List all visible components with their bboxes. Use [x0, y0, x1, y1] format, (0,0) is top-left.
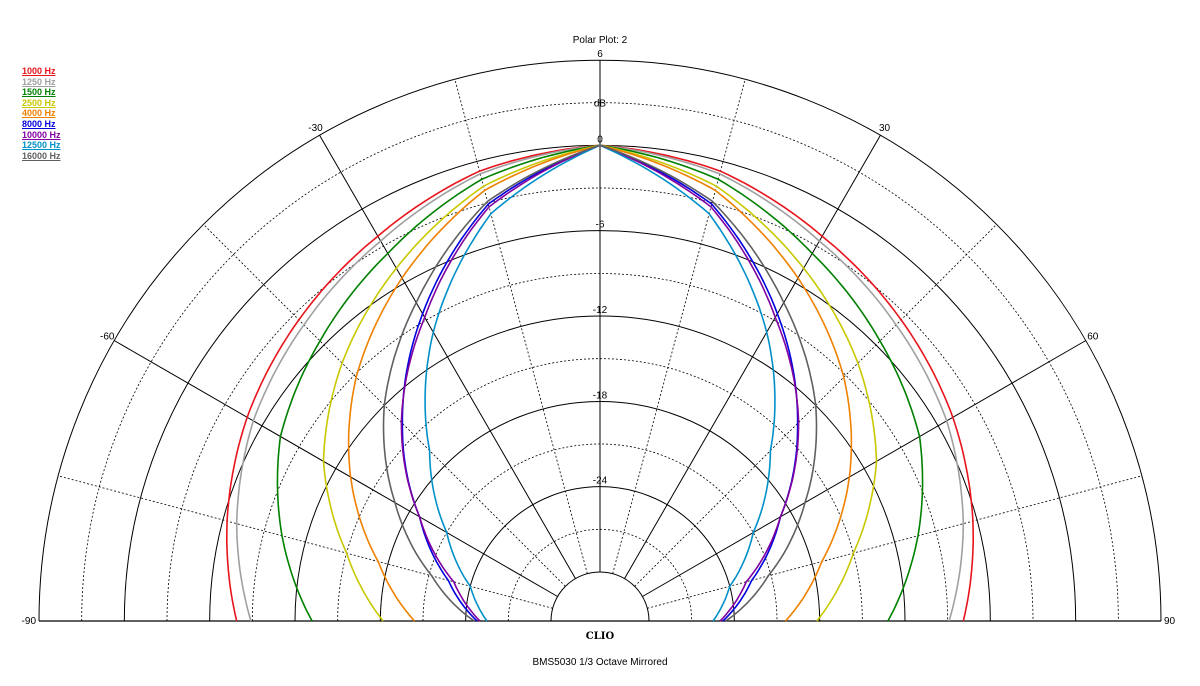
angle-tick-label: 90 — [1164, 616, 1176, 627]
legend-item: 1000 Hz — [22, 66, 56, 76]
legend: 1000 Hz 1250 Hz 1500 Hz 2500 Hz 4000 Hz 8000 … — [22, 66, 61, 161]
angle-tick-label: -30 — [308, 123, 323, 134]
radial-tick-label: -6 — [596, 220, 605, 231]
angle-tick-label: -60 — [100, 332, 115, 343]
legend-item: 1250 Hz — [22, 76, 56, 87]
grid-radial-major — [319, 134, 576, 579]
grid-radial-major — [642, 340, 1087, 597]
chart-title: Polar Plot: 2 — [572, 35, 628, 46]
angle-tick-label: 30 — [879, 123, 891, 134]
series-curves — [226, 144, 974, 622]
grid-solid — [38, 59, 1162, 622]
grid-circle-minor — [337, 358, 863, 622]
legend-item: 16000 Hz — [22, 150, 61, 161]
clio-logo: CLIO — [585, 631, 615, 642]
footer-subtitle: BMS5030 1/3 Octave Mirrored — [532, 657, 668, 668]
legend-item: 4000 Hz — [22, 108, 56, 119]
radial-unit-label: dB — [594, 99, 607, 110]
radial-tick-label: -24 — [593, 476, 608, 487]
legend-item: 12500 Hz — [22, 140, 61, 151]
grid-circle-minor — [507, 529, 693, 622]
series-curve-16000-hz — [382, 144, 818, 622]
radial-tick-label: -18 — [593, 390, 608, 401]
radial-tick-label: -12 — [593, 305, 608, 316]
grid-circle-major — [550, 571, 650, 622]
radial-tick-label: 0 — [597, 134, 603, 145]
grid-circle-minor — [166, 187, 1034, 622]
angle-tick-label: 60 — [1087, 332, 1099, 343]
radial-tick-label: 6 — [597, 49, 603, 60]
grid-radial-major — [113, 340, 558, 597]
angle-tick-label: -90 — [22, 616, 37, 627]
legend-item: 8000 Hz — [22, 118, 56, 129]
grid-radial-major — [624, 134, 881, 579]
legend-item: 1500 Hz — [22, 87, 56, 98]
legend-item: 10000 Hz — [22, 129, 61, 140]
legend-item: 2500 Hz — [22, 97, 56, 108]
